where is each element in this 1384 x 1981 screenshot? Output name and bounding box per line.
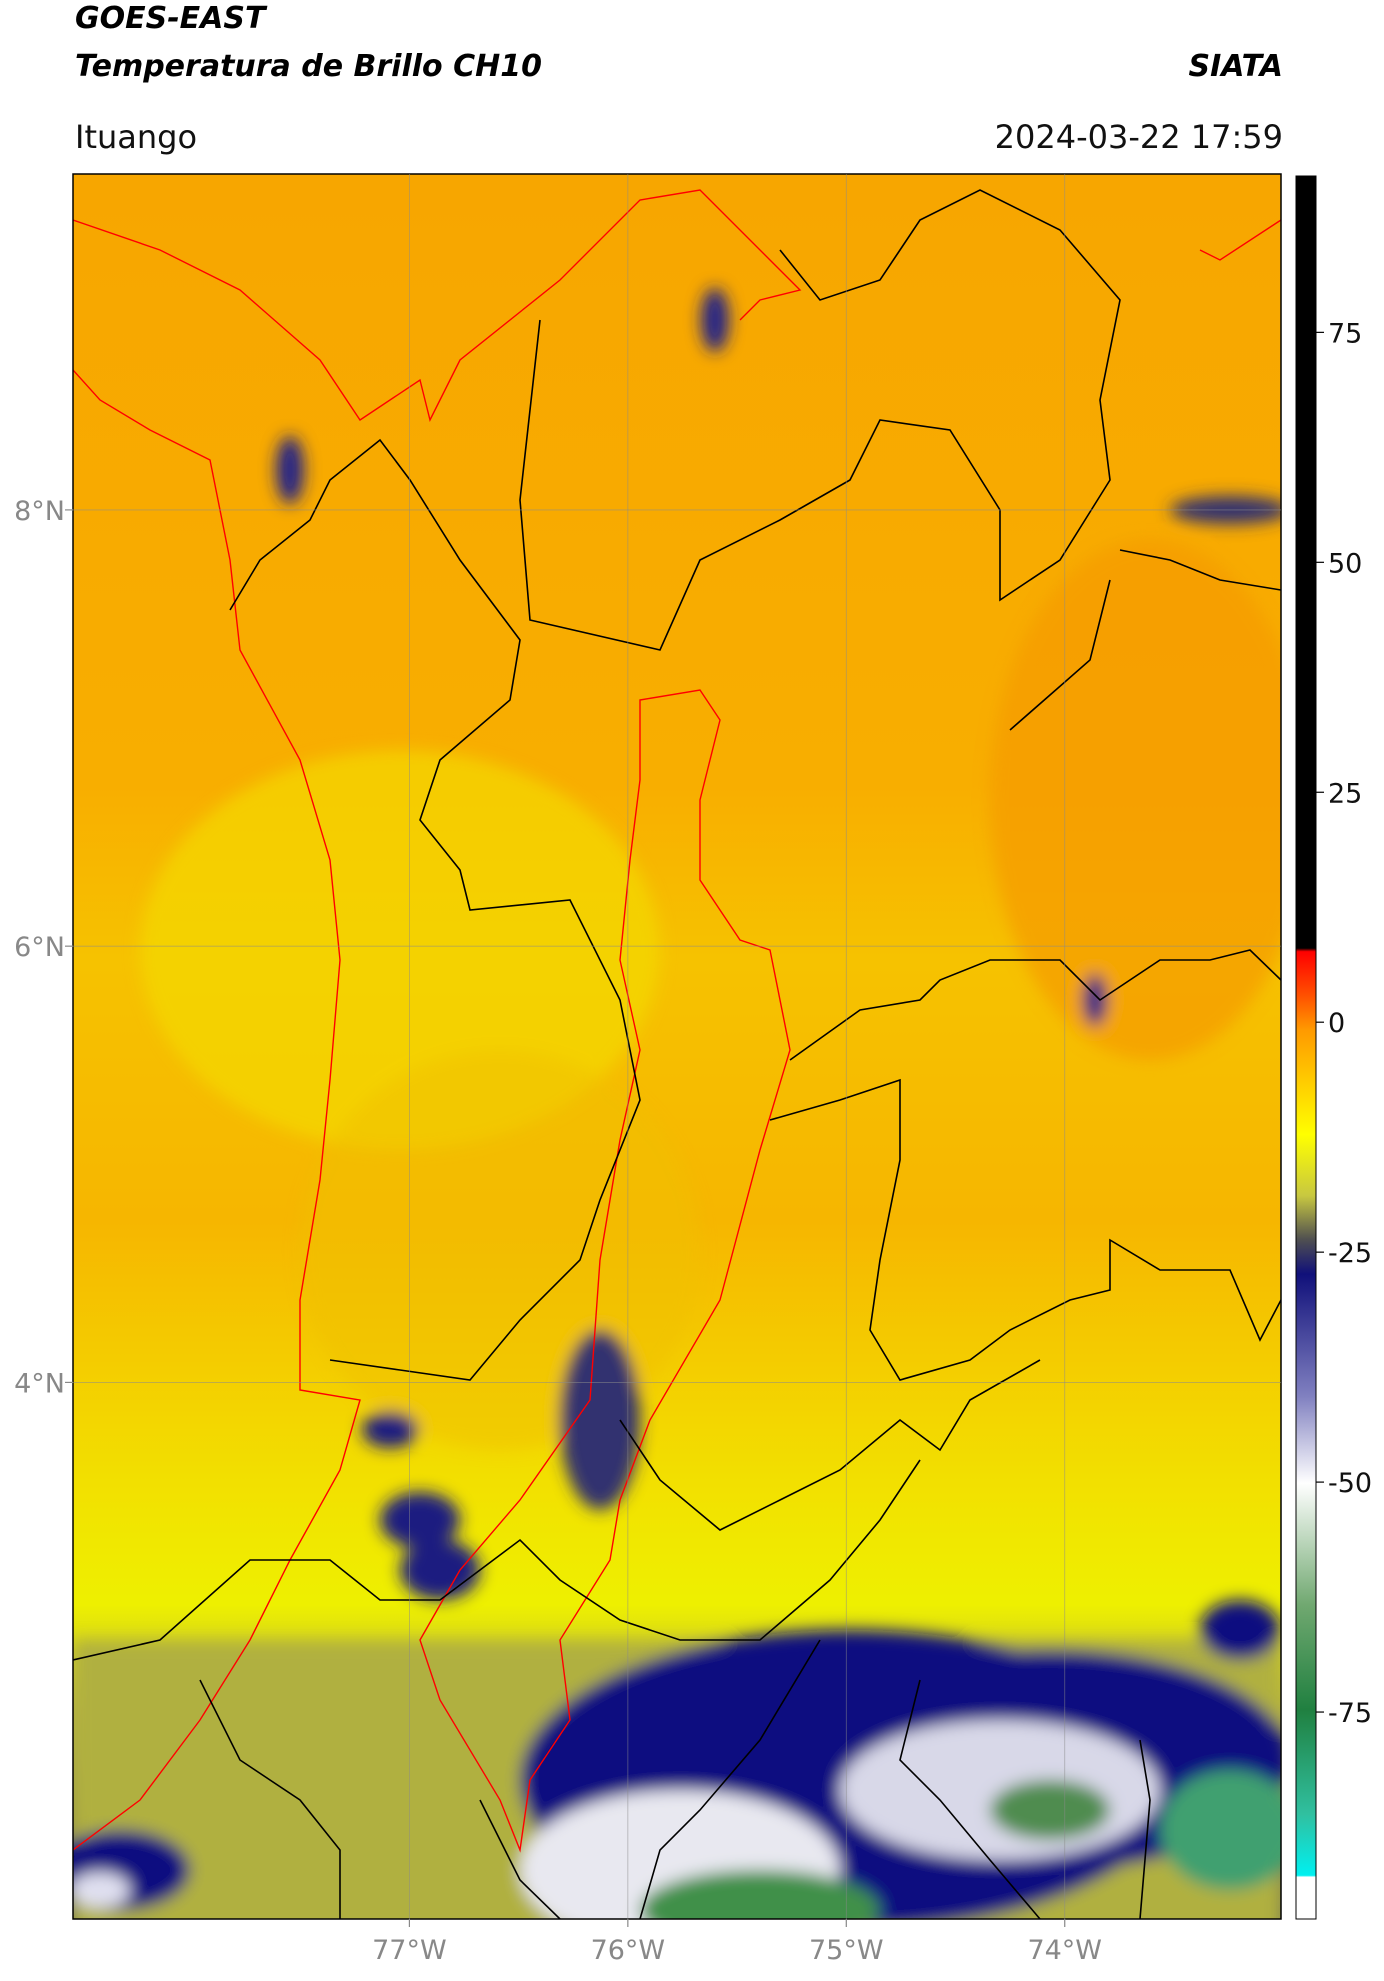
brand: SIATA — [1189, 49, 1283, 84]
subtitle: Temperatura de Brillo CH10 — [75, 49, 542, 84]
colorbar-tick-label: 25 — [1328, 778, 1362, 809]
cloud-field — [73, 288, 1281, 1919]
map-field — [73, 174, 1281, 1919]
colorbar-tick-label: -75 — [1328, 1698, 1372, 1729]
colorbar-tick-label: 0 — [1328, 1008, 1345, 1039]
timestamp: 2024-03-22 17:59 — [995, 118, 1283, 156]
y-tick-label: 6°N — [14, 932, 65, 963]
colorbar — [1295, 175, 1317, 1920]
location: Ituango — [75, 118, 197, 156]
colorbar-tick-label: -50 — [1328, 1468, 1372, 1499]
y-tick-label: 4°N — [14, 1368, 65, 1399]
colorbar-tick-label: 50 — [1328, 548, 1362, 579]
title: GOES-EAST — [75, 1, 268, 36]
boundaries — [73, 189, 1281, 1919]
y-tick-label: 8°N — [14, 496, 65, 527]
x-tick-label: 77°W — [372, 1935, 447, 1966]
colorbar-tick-label: -25 — [1328, 1238, 1372, 1269]
colorbar-tick-label: 75 — [1328, 318, 1362, 349]
map-frame — [72, 173, 1282, 1920]
x-tick-label: 76°W — [591, 1935, 666, 1966]
x-tick-label: 75°W — [809, 1935, 884, 1966]
x-tick-label: 74°W — [1027, 1935, 1102, 1966]
